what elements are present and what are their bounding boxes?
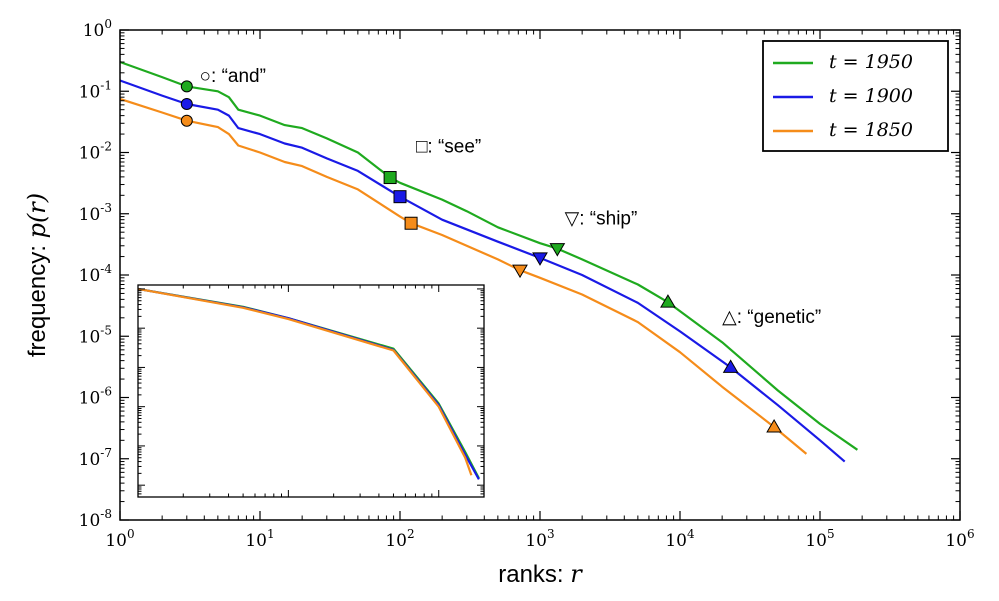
x-tick-label: 101 xyxy=(245,527,274,551)
legend: t = 1950 t = 1900 t = 1850 xyxy=(762,40,949,152)
marker-genetic-10 xyxy=(722,359,739,373)
y-tick-label: 10-4 xyxy=(79,262,113,286)
y-tick-label: 10-8 xyxy=(79,507,112,531)
inset-background xyxy=(138,285,484,497)
x-tick-label: 102 xyxy=(385,527,414,551)
y-tick-label: 10-5 xyxy=(79,323,112,347)
x-tick-label: 105 xyxy=(805,527,834,551)
marker-and-2 xyxy=(180,114,193,127)
marker-and-1 xyxy=(180,97,193,110)
annotation-0: ○: “and” xyxy=(200,66,266,87)
y-tick-label: 100 xyxy=(83,17,112,41)
marker-ship-7 xyxy=(532,252,548,266)
y-axis-label: frequency: p(r) xyxy=(23,193,51,357)
word-markers xyxy=(180,80,782,433)
x-axis-label: ranks: r xyxy=(498,560,583,588)
inset-series-line-2 xyxy=(137,287,473,476)
y-tick-label: 10-6 xyxy=(79,385,112,409)
y-tick-label: 10-7 xyxy=(79,446,112,470)
marker-see-3 xyxy=(383,171,397,185)
y-tick-label: 10-3 xyxy=(79,201,112,225)
marker-ship-8 xyxy=(512,264,528,279)
inset-chart xyxy=(137,284,485,498)
inset-frame xyxy=(137,284,485,498)
marker-genetic-11 xyxy=(766,418,782,433)
x-tick-label: 100 xyxy=(105,527,134,551)
marker-genetic-9 xyxy=(660,294,676,308)
marker-and-0 xyxy=(180,80,193,93)
legend-label-0: t = 1950 xyxy=(829,51,913,73)
legend-label-2: t = 1850 xyxy=(829,119,913,141)
annotation-2: ▽: “ship” xyxy=(565,209,638,230)
axes: 100 101 102 103 104 105 106 10-8 10-7 10-6 10-5 10-… xyxy=(23,17,975,588)
annotations: ○: “and” □: “see” ▽: “ship” △: “genetic” xyxy=(200,66,822,328)
y-tick-label: 10-1 xyxy=(79,78,112,102)
x-tick-label: 106 xyxy=(945,527,974,551)
marker-ship-6 xyxy=(549,243,566,257)
marker-see-5 xyxy=(404,216,418,230)
marker-see-4 xyxy=(393,190,407,204)
x-tick-label: 103 xyxy=(525,527,554,551)
y-tick-label: 10-2 xyxy=(79,140,112,164)
annotation-3: △: “genetic” xyxy=(722,307,821,328)
legend-label-1: t = 1900 xyxy=(829,85,913,107)
annotation-1: □: “see” xyxy=(416,137,481,158)
x-tick-label: 104 xyxy=(665,527,695,551)
series-line-2 xyxy=(119,97,808,455)
series-line-1 xyxy=(119,79,846,463)
